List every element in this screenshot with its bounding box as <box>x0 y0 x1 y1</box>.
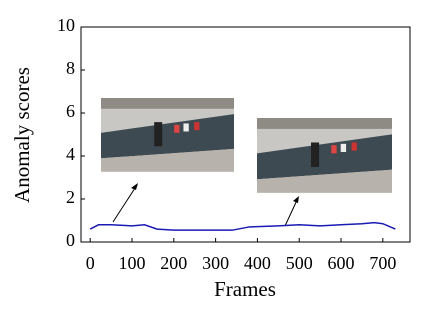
y-tick-label: 0 <box>66 230 75 250</box>
x-axis-title: Frames <box>214 277 276 301</box>
arrow-head <box>131 183 138 190</box>
y-tick-label: 4 <box>66 144 75 164</box>
y-tick-label: 8 <box>66 58 75 78</box>
y-axis-title: Anomaly scores <box>10 67 34 203</box>
inset-image <box>257 118 392 193</box>
inset-image <box>101 98 234 172</box>
x-tick-label: 200 <box>160 253 187 273</box>
x-tick-label: 600 <box>328 253 355 273</box>
plot-frame <box>80 26 411 243</box>
y-tick-label: 2 <box>66 187 75 207</box>
y-tick-label: 10 <box>57 15 75 35</box>
x-tick-label: 100 <box>119 253 146 273</box>
data-line <box>89 221 396 231</box>
arrow <box>284 197 299 227</box>
x-tick-label: 500 <box>286 253 313 273</box>
x-tick-label: 300 <box>202 253 229 273</box>
arrow <box>112 184 138 223</box>
x-tick-label: 400 <box>244 253 271 273</box>
x-tick-label: 0 <box>86 253 95 273</box>
y-tick-label: 6 <box>66 101 75 121</box>
arrow-head <box>293 196 299 203</box>
x-tick-label: 700 <box>369 253 396 273</box>
